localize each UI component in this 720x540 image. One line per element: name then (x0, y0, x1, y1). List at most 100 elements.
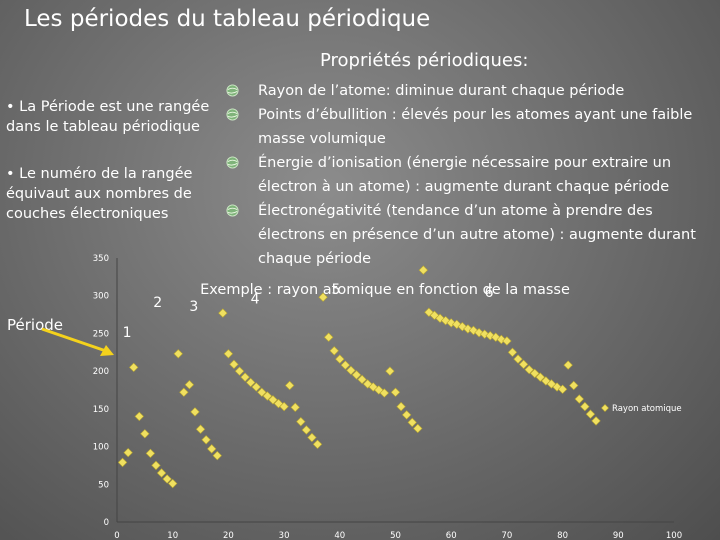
data-point (591, 416, 601, 426)
data-point (156, 468, 167, 478)
data-point (323, 332, 334, 342)
legend-marker (601, 404, 609, 412)
data-point (407, 417, 417, 428)
property-item: Rayon de l’atome: diminue durant chaque … (226, 79, 696, 103)
data-point (329, 346, 339, 356)
data-point (396, 401, 406, 412)
y-tick-label: 0 (104, 518, 109, 528)
data-point (262, 391, 273, 401)
data-point (335, 354, 345, 364)
data-point (385, 366, 395, 376)
property-item: Points d’ébullition : élevés pour les at… (226, 103, 696, 151)
data-point (173, 349, 183, 359)
data-point (179, 387, 189, 397)
data-point (357, 374, 367, 385)
data-point (184, 380, 195, 390)
x-tick-label: 70 (501, 531, 512, 540)
data-point (246, 377, 256, 388)
x-tick-label: 60 (446, 531, 457, 540)
y-tick-label: 300 (93, 292, 109, 302)
data-point (507, 347, 518, 357)
data-point (307, 432, 317, 443)
data-point (123, 447, 133, 458)
x-tick-label: 80 (557, 531, 568, 540)
data-point (195, 424, 206, 434)
data-point (285, 380, 295, 391)
legend-label: Rayon atomique (612, 404, 682, 414)
chart-labels: Exemple : rayon atomique en fonction de … (123, 282, 682, 414)
data-point (190, 407, 200, 417)
x-tick-label: 10 (167, 531, 178, 540)
data-point (379, 388, 390, 398)
data-point (418, 265, 429, 275)
period-label: 4 (251, 291, 260, 307)
data-point (340, 360, 351, 370)
data-point (390, 387, 401, 397)
data-point (212, 450, 222, 461)
data-point (346, 365, 356, 376)
data-point (279, 401, 289, 412)
x-tick-label: 30 (279, 531, 290, 540)
data-point (401, 410, 412, 420)
property-item: Électronégativité (tendance d’un atome à… (226, 199, 696, 271)
y-tick-label: 200 (93, 367, 109, 377)
y-tick-label: 150 (93, 405, 109, 415)
data-point (168, 478, 178, 489)
data-point (145, 448, 156, 459)
y-tick-label: 50 (98, 480, 109, 490)
data-point (569, 380, 579, 391)
period-label: 5 (331, 282, 340, 298)
chart-axes: 0 50 100 150 200 250 300 350 0 10 20 30 40 50 60 70 80 90… (93, 254, 682, 540)
data-point (312, 439, 323, 449)
subtitle: Propriétés périodiques: (320, 50, 529, 71)
property-item: Énergie d’ionisation (énergie nécessaire… (226, 151, 696, 199)
data-point (574, 394, 584, 404)
period-label: 2 (153, 295, 162, 311)
property-text: Rayon de l’atome: diminue durant chaque … (258, 83, 625, 99)
data-point (240, 372, 250, 382)
data-point (524, 364, 534, 375)
period-label: 3 (189, 299, 198, 315)
data-point (318, 292, 328, 302)
arrow-icon (41, 327, 114, 356)
x-tick-label: 20 (223, 531, 234, 540)
properties-list: Rayon de l’atome: diminue durant chaque … (226, 79, 696, 271)
property-text: Électronégativité (tendance d’un atome à… (258, 203, 696, 267)
periode-label: Période (7, 316, 64, 334)
x-tick-label: 40 (334, 531, 345, 540)
property-text: Énergie d’ionisation (énergie nécessaire… (258, 155, 672, 195)
data-point (207, 444, 217, 454)
data-point (557, 384, 568, 394)
data-point (413, 423, 423, 434)
left-bullet-couches: • Le numéro de la rangée équivaut aux no… (6, 166, 193, 222)
y-tick-label: 100 (93, 443, 109, 453)
data-point (151, 460, 161, 471)
data-point (351, 370, 362, 380)
page-title: Les périodes du tableau périodique (24, 6, 431, 32)
data-point (535, 372, 545, 382)
data-point (234, 366, 245, 376)
data-point (301, 425, 312, 435)
data-point (162, 474, 172, 484)
data-point (290, 402, 300, 413)
x-tick-label: 100 (666, 531, 682, 540)
x-tick-label: 50 (390, 531, 401, 540)
x-tick-label: 90 (613, 531, 624, 540)
data-point (251, 382, 261, 392)
data-point (530, 368, 540, 379)
data-point (518, 359, 529, 370)
data-point (117, 457, 128, 468)
data-point (257, 387, 267, 397)
chart-title: Exemple : rayon atomique en fonction de … (200, 282, 570, 298)
data-point (134, 411, 144, 422)
y-tick-label: 250 (93, 329, 109, 339)
data-point (296, 417, 306, 427)
data-point (129, 362, 139, 373)
data-point (580, 401, 590, 412)
left-bullet-periode: • La Période est une rangée dans le tabl… (6, 99, 210, 135)
data-point (223, 349, 234, 359)
chart-marks (117, 265, 601, 489)
globe-icon (226, 204, 239, 217)
globe-icon (226, 84, 239, 97)
